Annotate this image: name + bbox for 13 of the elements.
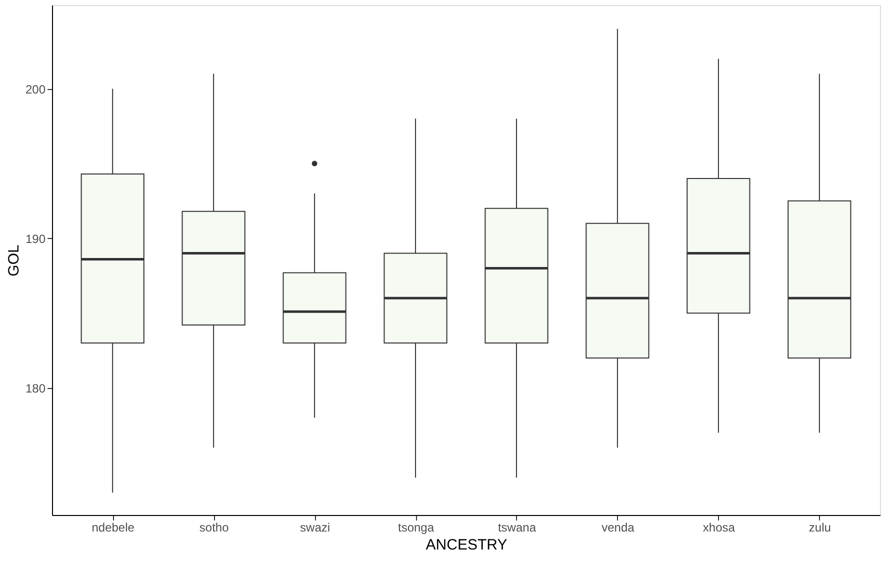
x-tick-label: tswana bbox=[498, 520, 536, 534]
x-tick-label: tsonga bbox=[398, 520, 434, 534]
x-tick-label: sotho bbox=[199, 520, 230, 534]
x-tick-label: xhosa bbox=[702, 520, 736, 534]
x-axis-title: ANCESTRY bbox=[426, 536, 508, 554]
x-tick-label: venda bbox=[602, 520, 635, 534]
y-tick-label: 180 bbox=[25, 381, 46, 396]
x-tick-label: zulu bbox=[808, 520, 831, 534]
y-axis-title: GOL bbox=[5, 244, 22, 276]
x-tick-label: swazi bbox=[300, 520, 330, 534]
y-tick-label: 190 bbox=[25, 232, 46, 246]
x-tick-label: ndebele bbox=[92, 520, 135, 534]
y-tick-label: 200 bbox=[25, 82, 46, 96]
